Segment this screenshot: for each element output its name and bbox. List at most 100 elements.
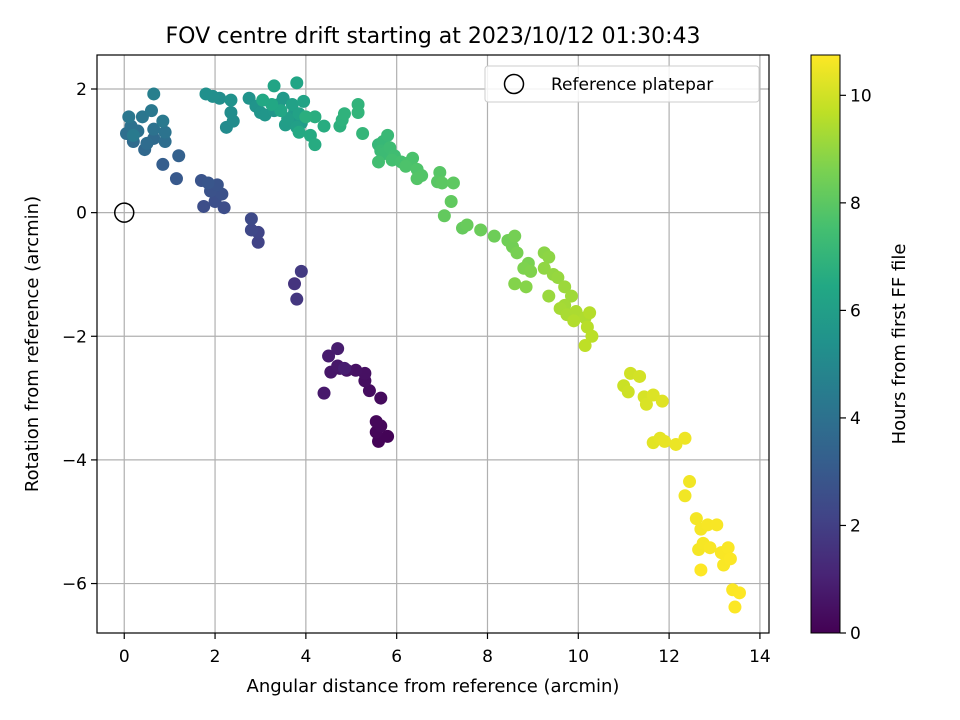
data-point <box>658 434 672 448</box>
data-point <box>297 94 311 108</box>
data-point <box>349 363 363 377</box>
colorbar-label: Hours from first FF file <box>889 244 910 445</box>
reference-platepar-marker <box>113 202 135 223</box>
data-point <box>224 93 238 107</box>
data-point <box>721 541 735 555</box>
data-point <box>140 136 154 150</box>
data-point <box>578 339 592 353</box>
data-point <box>294 264 308 278</box>
data-point <box>337 361 351 375</box>
grid-lines <box>97 55 769 633</box>
colorbar-tick-label: 4 <box>850 409 861 429</box>
axis-ticks: 0 2 4 6 8 10 12 14 −6 −4 −2 0 2 <box>62 80 771 667</box>
data-point <box>158 125 172 139</box>
data-point <box>558 280 572 294</box>
data-point <box>290 76 304 90</box>
data-point <box>710 518 724 532</box>
plot-frame <box>96 54 770 634</box>
colorbar-tick-label: 10 <box>850 86 872 106</box>
y-axis-label: Rotation from reference (arcmin) <box>22 196 43 492</box>
colorbar-tick-label: 6 <box>850 301 861 321</box>
data-point <box>508 277 522 291</box>
data-point <box>356 127 370 141</box>
y-tick-label: −2 <box>62 327 87 347</box>
data-point <box>147 87 161 101</box>
data-point <box>399 159 413 173</box>
y-tick-label: −6 <box>62 575 87 595</box>
data-point <box>322 349 336 363</box>
data-point <box>567 314 581 328</box>
data-point <box>723 552 737 566</box>
data-point <box>197 199 211 213</box>
colorbar <box>810 54 841 634</box>
data-point <box>474 223 488 237</box>
data-point <box>487 229 501 243</box>
x-tick-label: 10 <box>567 647 589 667</box>
data-point <box>542 250 556 264</box>
data-point <box>728 600 742 614</box>
data-point <box>317 119 331 133</box>
data-point <box>251 235 265 249</box>
x-tick-label: 0 <box>119 647 130 667</box>
data-point <box>172 149 186 163</box>
data-point <box>317 386 331 400</box>
colorbar-ticks: 0 2 4 6 8 10 <box>840 86 872 644</box>
colorbar-tick-label: 2 <box>850 516 861 536</box>
data-point <box>669 437 683 451</box>
x-axis-label: Angular distance from reference (arcmin) <box>247 676 620 697</box>
data-point <box>374 391 388 405</box>
data-point <box>126 128 140 142</box>
data-point <box>435 176 449 190</box>
legend: Reference platepar <box>484 65 760 103</box>
y-tick-label: 0 <box>76 204 87 224</box>
data-point <box>285 97 299 111</box>
data-point <box>524 264 538 278</box>
data-point <box>299 110 313 124</box>
data-point <box>655 394 669 408</box>
data-point <box>701 518 715 532</box>
data-point <box>135 110 149 124</box>
y-tick-label: 2 <box>76 80 87 100</box>
data-point <box>646 388 660 402</box>
data-point <box>410 172 424 186</box>
data-point <box>201 176 215 190</box>
data-point <box>508 229 522 243</box>
data-point <box>689 512 703 526</box>
data-point <box>537 261 551 275</box>
data-point <box>274 104 288 118</box>
legend-box <box>484 65 760 103</box>
data-point <box>362 384 376 398</box>
legend-entry-reference: Reference platepar <box>551 75 713 95</box>
x-tick-label: 4 <box>300 647 311 667</box>
data-point <box>621 385 635 399</box>
data-point <box>158 135 172 149</box>
data-point <box>551 271 565 285</box>
x-tick-label: 2 <box>210 647 221 667</box>
data-point <box>437 209 451 223</box>
x-tick-label: 12 <box>658 647 680 667</box>
data-point <box>337 107 351 121</box>
data-point <box>288 277 302 291</box>
data-point <box>564 289 578 303</box>
data-point <box>276 91 290 105</box>
data-point <box>256 93 270 107</box>
data-point <box>694 563 708 577</box>
data-point <box>519 280 533 294</box>
data-point <box>244 212 258 226</box>
data-point <box>639 397 653 411</box>
data-point <box>678 431 692 445</box>
x-tick-label: 8 <box>482 647 493 667</box>
data-point <box>292 125 306 139</box>
y-tick-label: −4 <box>62 451 87 471</box>
data-point <box>308 138 322 152</box>
data-point <box>381 429 395 443</box>
data-point <box>331 342 345 356</box>
data-point <box>308 110 322 124</box>
chart-title: FOV centre drift starting at 2023/10/12 … <box>166 24 701 49</box>
data-point <box>732 586 746 600</box>
data-point <box>351 105 365 119</box>
data-point <box>583 306 597 320</box>
data-point <box>267 79 281 93</box>
data-points <box>120 76 746 614</box>
